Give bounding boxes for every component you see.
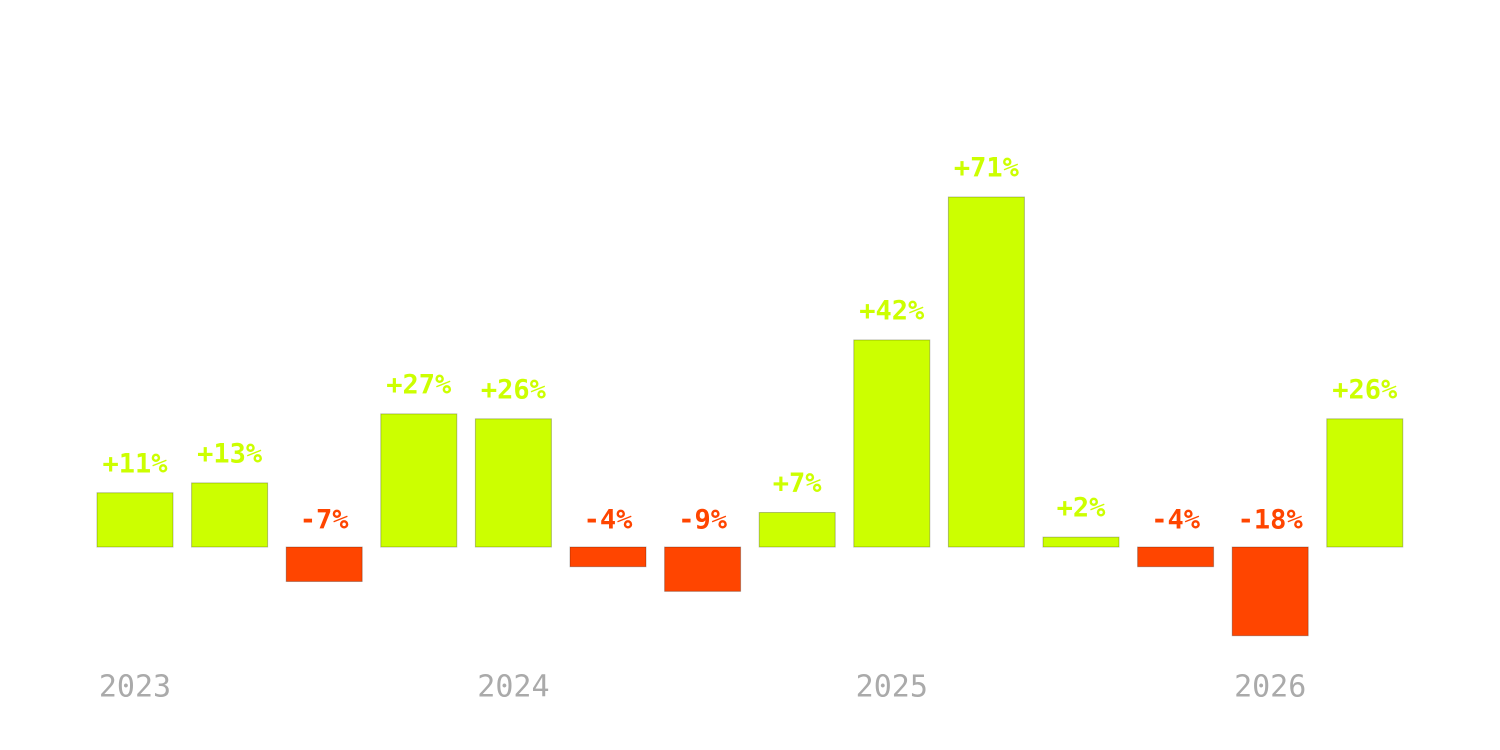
bar (191, 482, 269, 548)
value-label: +11% (102, 448, 168, 479)
value-label: +42% (859, 295, 925, 326)
value-label: -7% (300, 505, 350, 536)
value-label: +26% (1332, 374, 1398, 405)
bar (947, 196, 1025, 548)
bar (1137, 546, 1215, 568)
value-label: +7% (773, 468, 823, 499)
value-label: -18% (1238, 505, 1304, 536)
bar (474, 418, 552, 548)
value-label: +27% (386, 369, 452, 400)
value-label: -4% (1151, 505, 1201, 536)
value-label: +71% (954, 153, 1020, 184)
x-tick-label: 2024 (477, 670, 549, 705)
value-label: +2% (1057, 493, 1107, 524)
value-label: +13% (197, 438, 263, 469)
bar (853, 339, 931, 548)
x-tick-label: 2023 (99, 670, 171, 705)
bar (1042, 536, 1120, 548)
bar (758, 511, 836, 548)
bar (1231, 546, 1309, 637)
x-tick-label: 2025 (856, 670, 928, 705)
bar (96, 492, 174, 548)
value-label: -4% (584, 505, 634, 536)
bar (1326, 418, 1404, 548)
bar (380, 413, 458, 548)
bar (285, 546, 363, 583)
bar (569, 546, 647, 568)
x-tick-label: 2026 (1234, 670, 1306, 705)
bar (664, 546, 742, 592)
value-label: -9% (678, 505, 728, 536)
value-label: +26% (481, 374, 547, 405)
